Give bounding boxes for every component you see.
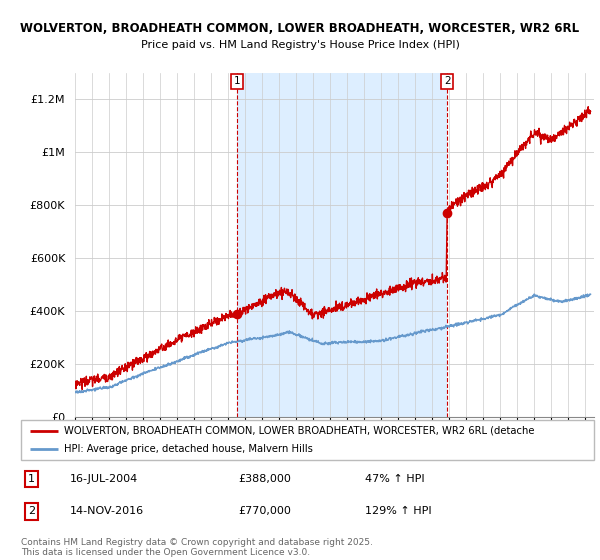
Text: HPI: Average price, detached house, Malvern Hills: HPI: Average price, detached house, Malv… [64, 445, 313, 454]
Text: 47% ↑ HPI: 47% ↑ HPI [365, 474, 424, 484]
Text: WOLVERTON, BROADHEATH COMMON, LOWER BROADHEATH, WORCESTER, WR2 6RL: WOLVERTON, BROADHEATH COMMON, LOWER BROA… [20, 22, 580, 35]
Text: 2: 2 [444, 76, 451, 86]
Text: 129% ↑ HPI: 129% ↑ HPI [365, 506, 431, 516]
Bar [238, 73, 447, 417]
Text: 1: 1 [28, 474, 35, 484]
Text: Price paid vs. HM Land Registry's House Price Index (HPI): Price paid vs. HM Land Registry's House … [140, 40, 460, 50]
Text: 16-JUL-2004: 16-JUL-2004 [70, 474, 138, 484]
FancyBboxPatch shape [21, 420, 594, 460]
Text: £770,000: £770,000 [239, 506, 292, 516]
Text: Contains HM Land Registry data © Crown copyright and database right 2025.
This d: Contains HM Land Registry data © Crown c… [21, 538, 373, 557]
Text: £388,000: £388,000 [239, 474, 292, 484]
Text: WOLVERTON, BROADHEATH COMMON, LOWER BROADHEATH, WORCESTER, WR2 6RL (detache: WOLVERTON, BROADHEATH COMMON, LOWER BROA… [64, 426, 535, 436]
Text: 2: 2 [28, 506, 35, 516]
Text: 1: 1 [234, 76, 241, 86]
Text: 14-NOV-2016: 14-NOV-2016 [70, 506, 144, 516]
